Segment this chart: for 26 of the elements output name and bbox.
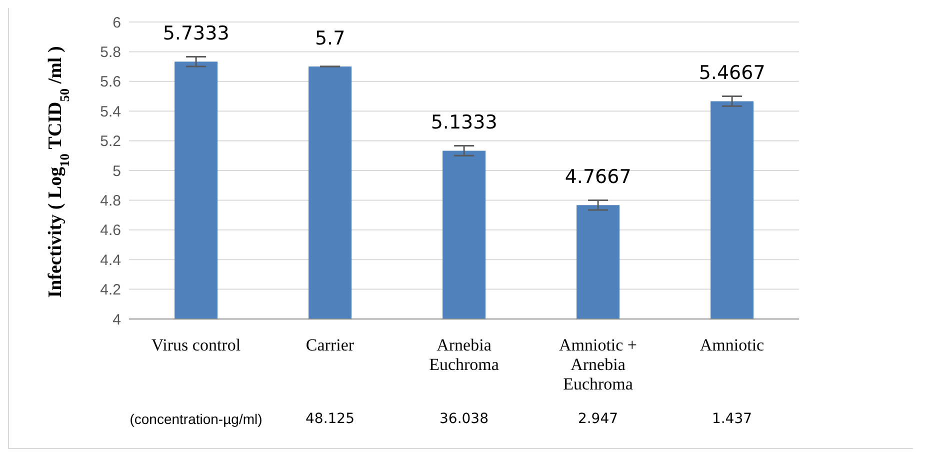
text: 2.947 <box>576 411 620 427</box>
x-tick-label: Carrier <box>306 335 354 354</box>
text: (concentration-µg/ml) <box>128 411 264 427</box>
y-tick-label: 4 <box>112 311 121 328</box>
x-tick-label: Arnebia Euchroma <box>429 335 500 374</box>
text: 48.125 <box>306 411 354 427</box>
text: 1.437 <box>710 411 754 427</box>
y-tick-label: 4.2 <box>100 282 121 299</box>
y-tick-label: 5.2 <box>100 133 121 150</box>
x-tick-label: Amniotic <box>700 335 765 354</box>
y-tick-label: 5.4 <box>100 103 121 120</box>
y-tick-label: 4.6 <box>100 222 121 240</box>
x-tick-label: Amniotic + Arnebia Euchroma <box>558 335 638 394</box>
y-tick-label: 4.4 <box>100 252 121 269</box>
data-label: 5.7 <box>314 28 346 50</box>
y-tick-label: 6 <box>112 14 121 32</box>
y-tick-label: 5.6 <box>100 74 121 91</box>
x-tick-label: Virus control <box>151 335 241 354</box>
y-tick-label: 4.8 <box>100 192 121 210</box>
data-label: 5.7333 <box>162 22 230 45</box>
y-tick-label: 5 <box>112 162 121 180</box>
text: 36.038 <box>438 411 490 427</box>
data-label: 4.7667 <box>564 166 632 188</box>
data-label: 5.4667 <box>698 62 766 84</box>
data-label: 5.1333 <box>430 112 498 134</box>
y-tick-label: 5.8 <box>100 44 121 62</box>
